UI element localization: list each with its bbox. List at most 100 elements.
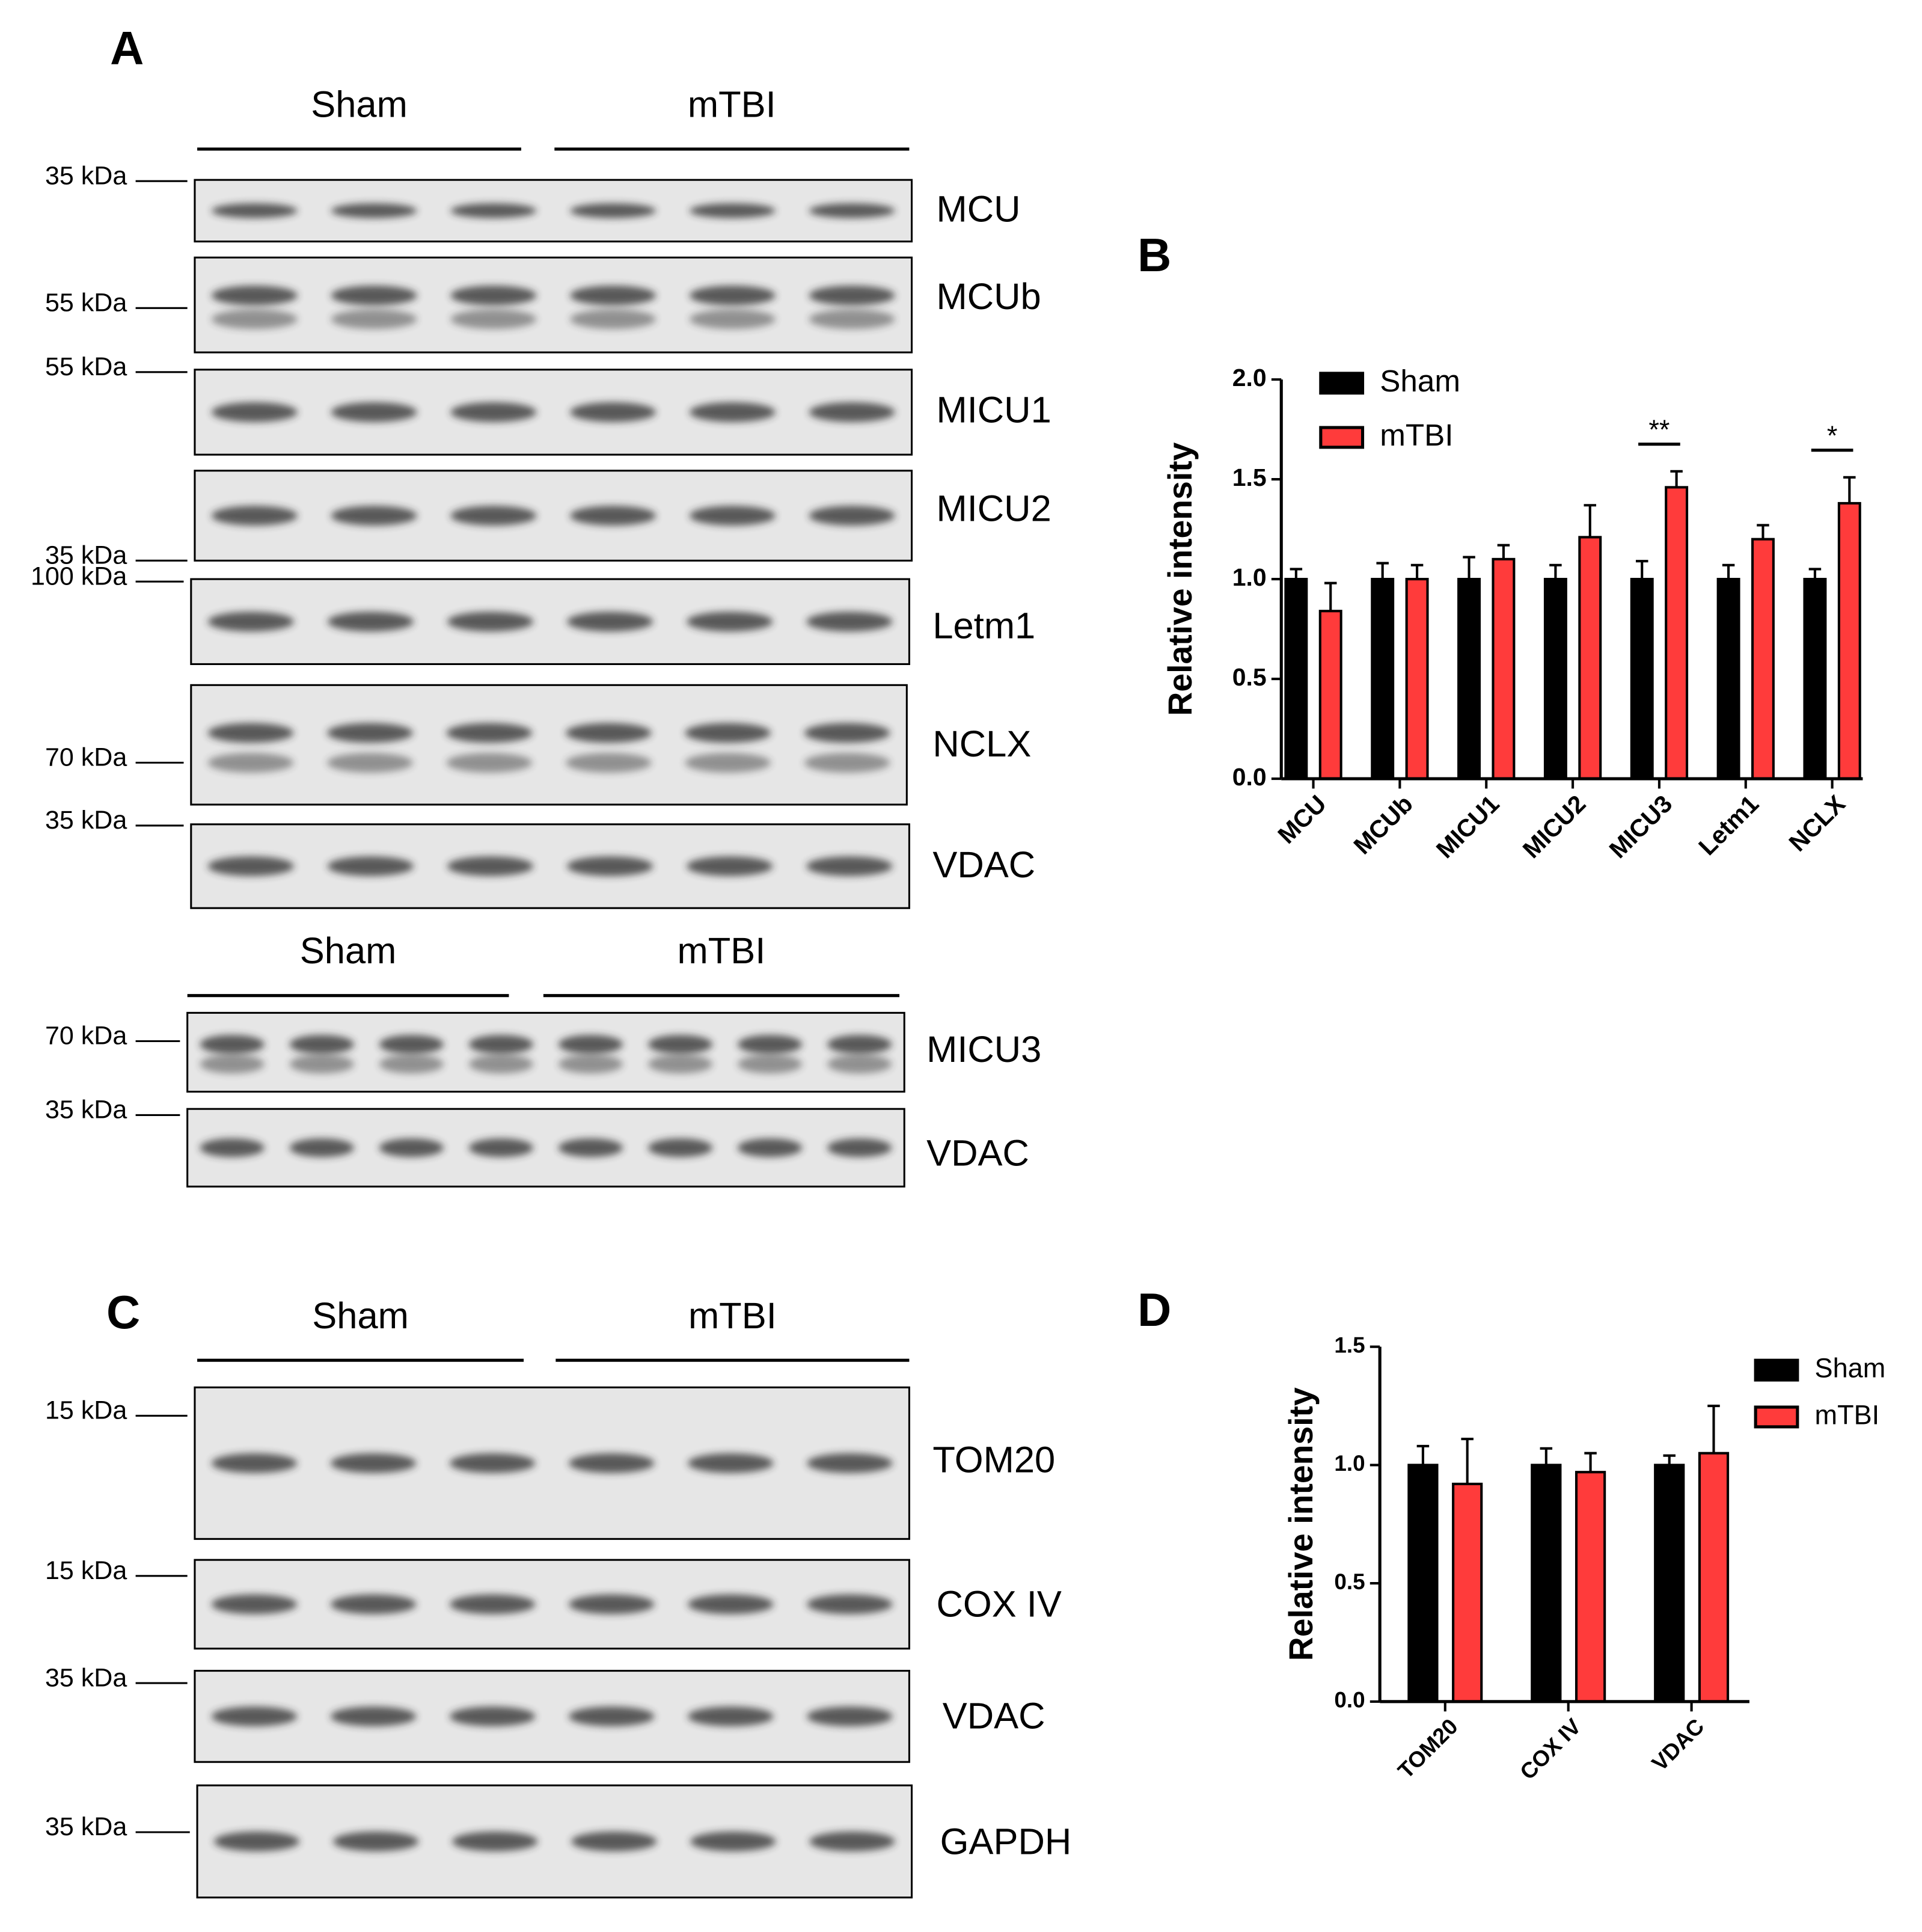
band: [449, 1707, 536, 1726]
band: [687, 612, 773, 632]
band: [327, 612, 414, 632]
legend-swatch: [1754, 1405, 1799, 1429]
blot-panel: [186, 1011, 905, 1093]
protein-label: VDAC: [943, 1696, 1045, 1737]
band: [827, 1035, 892, 1054]
blot-panel: [194, 179, 913, 243]
protein-label: VDAC: [932, 844, 1035, 886]
blot-panel: [194, 1386, 910, 1540]
y-tick-label: 1.5: [1334, 1332, 1365, 1357]
band: [446, 753, 533, 773]
group-label: Sham: [312, 1295, 409, 1337]
band: [647, 1138, 713, 1158]
error-bar: [1549, 563, 1562, 580]
error-bar: [1707, 1404, 1720, 1453]
band: [449, 1453, 536, 1473]
group-label: mTBI: [688, 84, 776, 126]
band: [211, 1453, 298, 1473]
band: [207, 723, 294, 743]
band: [558, 1035, 623, 1054]
group-label: mTBI: [678, 930, 766, 972]
bar: [1405, 578, 1429, 780]
legend-label: Sham: [1380, 364, 1460, 398]
mw-marker: 100 kDa: [31, 562, 127, 590]
band: [570, 309, 656, 330]
band: [327, 753, 413, 773]
band: [558, 1054, 623, 1074]
band: [331, 402, 417, 422]
significance-label: **: [1648, 414, 1670, 445]
panel-label: A: [110, 23, 144, 75]
band: [207, 856, 295, 876]
y-axis-label: Relative intensity: [1282, 1387, 1320, 1661]
band: [804, 723, 890, 743]
blot-panel: [194, 256, 913, 354]
group-label: mTBI: [688, 1295, 777, 1337]
y-tick-label: 0.0: [1232, 763, 1267, 791]
band: [690, 1831, 776, 1851]
band: [689, 309, 776, 330]
band: [211, 506, 298, 526]
band: [379, 1035, 444, 1054]
band: [827, 1054, 892, 1074]
protein-label: MCU: [937, 189, 1021, 230]
mw-marker: 35 kDa: [45, 1663, 127, 1692]
error-bar: [1722, 563, 1735, 580]
panel-label: B: [1137, 230, 1171, 281]
protein-label: MICU3: [926, 1029, 1041, 1070]
mw-marker: 15 kDa: [45, 1556, 127, 1585]
band: [689, 402, 776, 422]
band: [566, 856, 653, 876]
band: [331, 309, 417, 330]
band: [289, 1035, 354, 1054]
protein-label: MICU2: [937, 488, 1051, 530]
band: [565, 753, 652, 773]
group-label: Sham: [300, 930, 397, 972]
bar: [1665, 486, 1689, 780]
y-tick-label: 0.0: [1334, 1688, 1365, 1713]
error-bar: [1584, 504, 1597, 538]
mw-marker: 15 kDa: [45, 1396, 127, 1425]
band: [689, 506, 776, 526]
error-bar: [1757, 524, 1769, 539]
error-bar: [1497, 544, 1510, 559]
band: [450, 285, 537, 305]
bar: [1531, 1464, 1562, 1703]
protein-label: TOM20: [932, 1440, 1055, 1481]
band: [558, 1138, 623, 1158]
band: [450, 402, 537, 422]
blot-panel: [194, 369, 913, 456]
band: [570, 402, 656, 422]
band: [809, 285, 895, 305]
mw-marker: 70 kDa: [45, 1022, 127, 1050]
band: [568, 1594, 655, 1615]
band: [289, 1138, 354, 1158]
band: [809, 506, 895, 526]
error-bar: [1463, 556, 1475, 580]
blot-panel: [190, 823, 910, 909]
protein-label: COX IV: [937, 1583, 1062, 1625]
band: [685, 723, 771, 743]
band: [809, 309, 895, 330]
bar: [1457, 578, 1481, 780]
band: [806, 856, 893, 876]
error-bar: [1843, 476, 1856, 503]
band: [737, 1054, 803, 1074]
error-bar: [1410, 563, 1424, 580]
band: [330, 1707, 417, 1726]
error-bar: [1376, 562, 1389, 580]
band: [447, 856, 534, 876]
band: [379, 1138, 444, 1158]
band: [327, 723, 413, 743]
error-bar: [1416, 1444, 1430, 1465]
error-bar: [1290, 568, 1303, 580]
band: [211, 309, 298, 330]
band: [211, 285, 298, 305]
band: [570, 506, 656, 526]
band: [200, 1035, 265, 1054]
bar: [1575, 1471, 1606, 1703]
mw-marker: 70 kDa: [45, 743, 127, 772]
error-bar: [1670, 470, 1683, 488]
